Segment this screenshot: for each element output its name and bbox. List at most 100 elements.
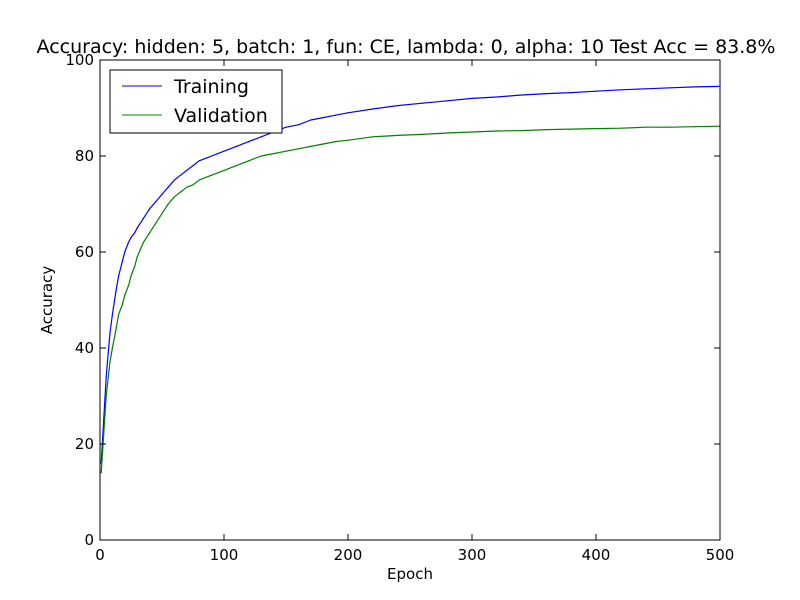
data-point-training: [322, 117, 324, 119]
data-point-training: [372, 108, 374, 110]
data-point-training: [136, 227, 138, 229]
data-point-training: [446, 100, 448, 102]
data-point-validation: [127, 285, 130, 287]
data-point-training: [645, 88, 647, 90]
data-point-training: [620, 89, 622, 91]
data-point-validation: [180, 191, 182, 193]
x-tick-label: 300: [458, 546, 487, 564]
data-point-validation: [446, 132, 448, 134]
data-point-validation: [545, 129, 548, 131]
plot-frame: [99, 59, 721, 541]
data-point-training: [155, 201, 157, 203]
data-point-validation: [111, 347, 113, 349]
data-point-validation: [260, 155, 262, 157]
data-point-training: [397, 105, 399, 107]
data-point-training: [167, 186, 169, 188]
data-point-validation: [669, 126, 672, 128]
x-tick-label: 200: [334, 546, 363, 564]
data-point-validation: [142, 241, 144, 243]
data-point-training: [127, 241, 130, 243]
legend: Training Validation: [109, 69, 283, 134]
data-point-training: [669, 87, 672, 89]
data-point-validation: [322, 143, 324, 145]
data-point-validation: [105, 395, 107, 397]
data-point-validation: [109, 361, 111, 363]
y-tick-label: 20: [75, 435, 94, 453]
y-tick-label: 0: [84, 531, 94, 549]
series-line-training: [100, 85, 721, 464]
data-point-validation: [570, 128, 572, 130]
tick-layer: 0 100 200 300 400 500 0 20 40 60 80 100: [65, 51, 734, 564]
data-point-training: [186, 169, 188, 171]
data-point-training: [111, 313, 113, 315]
data-point-validation: [115, 328, 117, 330]
data-point-training: [545, 93, 548, 95]
data-point-validation: [121, 304, 123, 306]
y-tick-label: 40: [75, 339, 94, 357]
data-point-training: [570, 92, 572, 94]
data-point-validation: [694, 126, 696, 128]
data-point-training: [130, 237, 132, 239]
data-point-training: [180, 174, 182, 176]
data-point-validation: [421, 133, 423, 135]
data-point-validation: [335, 141, 337, 143]
data-point-training: [115, 289, 117, 291]
data-point-validation: [198, 179, 200, 181]
chart-title: Accuracy: hidden: 5, batch: 1, fun: CE, …: [37, 36, 776, 58]
data-point-validation: [273, 153, 275, 155]
x-tick-label: 0: [95, 546, 105, 564]
data-point-training: [192, 165, 194, 167]
data-point-training: [211, 155, 213, 157]
data-point-training: [121, 261, 123, 263]
data-point-training: [173, 179, 175, 181]
data-point-training: [471, 97, 473, 99]
data-point-validation: [130, 275, 132, 277]
data-point-validation: [521, 130, 523, 132]
data-point-training: [198, 160, 200, 162]
data-point-validation: [161, 213, 163, 215]
data-point-training: [204, 157, 206, 159]
data-point-validation: [103, 433, 105, 435]
data-point-validation: [285, 150, 287, 152]
data-point-training: [248, 141, 250, 143]
data-point-validation: [134, 265, 136, 267]
data-point-validation: [248, 160, 250, 162]
y-axis-label: Accuracy: [38, 266, 56, 335]
data-point-validation: [217, 172, 219, 174]
data-point-validation: [471, 131, 473, 133]
data-point-training: [335, 114, 337, 116]
data-point-training: [161, 193, 163, 195]
data-point-validation: [235, 165, 237, 167]
data-point-validation: [124, 294, 126, 296]
data-point-training: [285, 126, 287, 128]
data-point-validation: [223, 169, 225, 171]
y-tick-label: 60: [75, 243, 94, 261]
data-point-validation: [204, 177, 206, 179]
y-tick-label: 100: [65, 51, 94, 69]
data-point-training: [109, 333, 111, 335]
data-point-training: [421, 102, 423, 104]
data-point-validation: [620, 127, 622, 129]
y-tick-label: 80: [75, 147, 94, 165]
data-point-validation: [397, 134, 399, 136]
legend-label-training: Training: [173, 76, 249, 98]
data-point-training: [118, 275, 120, 277]
series-line-validation: [100, 125, 721, 473]
legend-box: [109, 69, 283, 134]
data-point-training: [496, 96, 498, 98]
series-layer: [100, 85, 721, 474]
x-tick-label: 100: [210, 546, 239, 564]
data-point-training: [521, 94, 523, 96]
data-point-validation: [297, 148, 299, 150]
data-point-validation: [155, 222, 157, 224]
data-point-training: [694, 86, 696, 88]
data-point-validation: [173, 196, 175, 198]
data-point-training: [124, 251, 126, 253]
x-tick-label: 400: [582, 546, 611, 564]
legend-label-validation: Validation: [174, 105, 268, 127]
data-point-validation: [186, 186, 188, 188]
data-point-training: [297, 124, 299, 126]
data-point-training: [103, 419, 105, 421]
data-point-validation: [347, 139, 349, 141]
